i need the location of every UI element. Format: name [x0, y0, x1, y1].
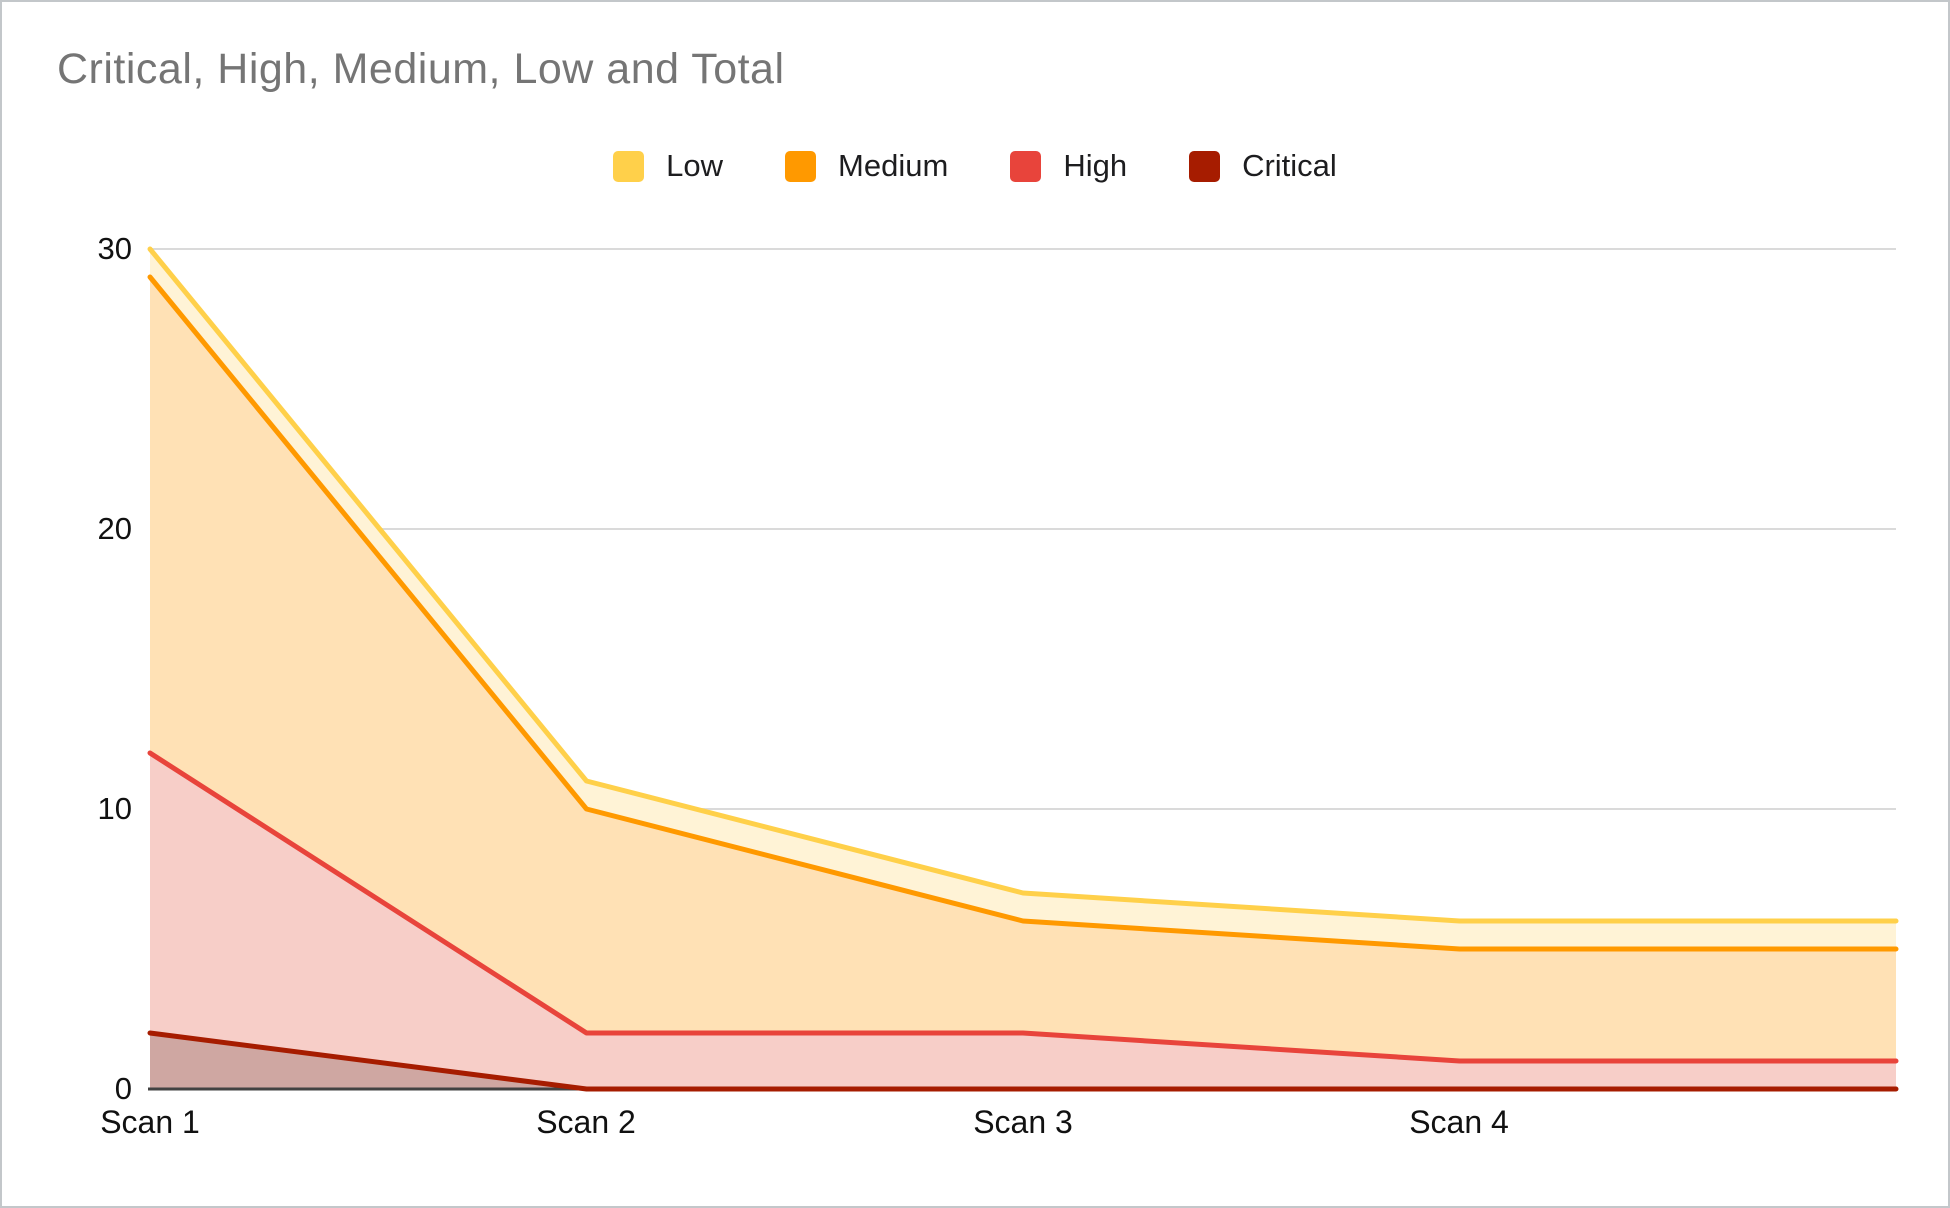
chart-title: Critical, High, Medium, Low and Total: [57, 45, 785, 93]
legend-label: High: [1063, 148, 1128, 183]
legend-label: Critical: [1242, 148, 1337, 183]
legend-item-critical: Critical: [1189, 148, 1337, 184]
legend: Low Medium High Critical: [2, 148, 1948, 184]
high-swatch-icon: [1010, 150, 1042, 182]
legend-label: Low: [666, 148, 724, 183]
line-low: [147, 246, 1899, 924]
legend-item-low: Low: [613, 148, 723, 184]
area-medium: [150, 277, 1896, 1061]
y-axis-tick: 0: [114, 1071, 132, 1106]
low-swatch-icon: [613, 150, 645, 182]
y-axis-tick: 20: [97, 511, 132, 546]
x-axis-tick: Scan 3: [973, 1104, 1073, 1140]
x-axis-tick: Scan 4: [1409, 1104, 1509, 1140]
x-axis-tick: Scan 1: [100, 1104, 200, 1140]
line-critical: [147, 1030, 1899, 1092]
x-axis-tick: Scan 2: [536, 1104, 636, 1140]
legend-item-high: High: [1010, 148, 1127, 184]
legend-item-medium: Medium: [785, 148, 948, 184]
y-axis-tick: 10: [97, 791, 132, 826]
line-medium: [147, 274, 1899, 952]
area-critical: [150, 1033, 1896, 1089]
critical-swatch-icon: [1189, 150, 1221, 182]
legend-label: Medium: [838, 148, 949, 183]
y-axis-tick: 30: [97, 231, 132, 266]
medium-swatch-icon: [785, 150, 817, 182]
line-high: [147, 750, 1899, 1064]
